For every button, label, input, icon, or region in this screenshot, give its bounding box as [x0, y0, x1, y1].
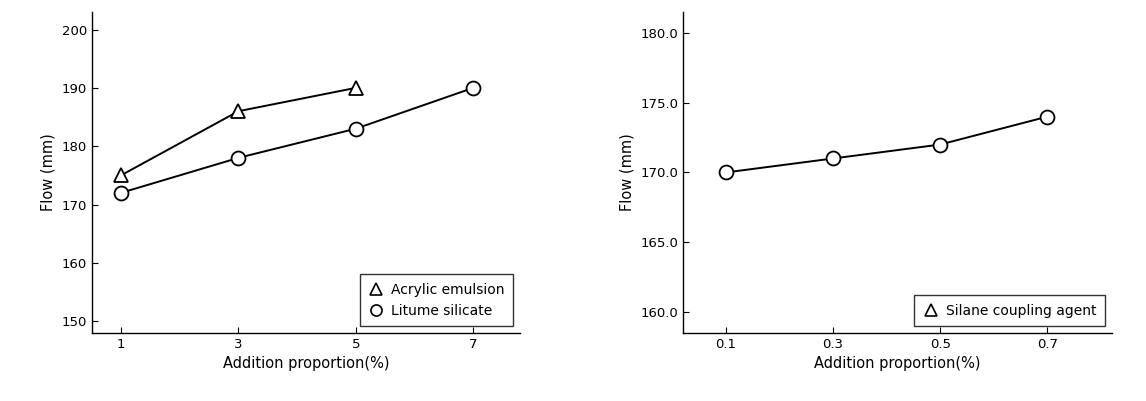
X-axis label: Addition proportion(%): Addition proportion(%) [222, 356, 390, 371]
Litume silicate [231, 156, 245, 160]
Y-axis label: Flow (mm): Flow (mm) [620, 134, 635, 211]
Silane coupling agent [1041, 114, 1054, 119]
Litume silicate [350, 126, 363, 131]
Y-axis label: Flow (mm): Flow (mm) [41, 134, 56, 211]
Litume silicate [466, 85, 480, 90]
Silane coupling agent [933, 142, 947, 147]
Acrylic emulsion [231, 109, 245, 113]
Litume silicate [115, 190, 128, 195]
Acrylic emulsion [350, 85, 363, 90]
Line: Acrylic emulsion: Acrylic emulsion [115, 81, 363, 182]
Silane coupling agent [826, 156, 840, 161]
Silane coupling agent [719, 170, 732, 175]
X-axis label: Addition proportion(%): Addition proportion(%) [814, 356, 981, 371]
Line: Litume silicate: Litume silicate [115, 81, 480, 200]
Line: Silane coupling agent: Silane coupling agent [719, 110, 1054, 179]
Acrylic emulsion [115, 173, 128, 178]
Legend: Acrylic emulsion, Litume silicate: Acrylic emulsion, Litume silicate [360, 274, 513, 326]
Legend: Silane coupling agent: Silane coupling agent [913, 295, 1105, 326]
